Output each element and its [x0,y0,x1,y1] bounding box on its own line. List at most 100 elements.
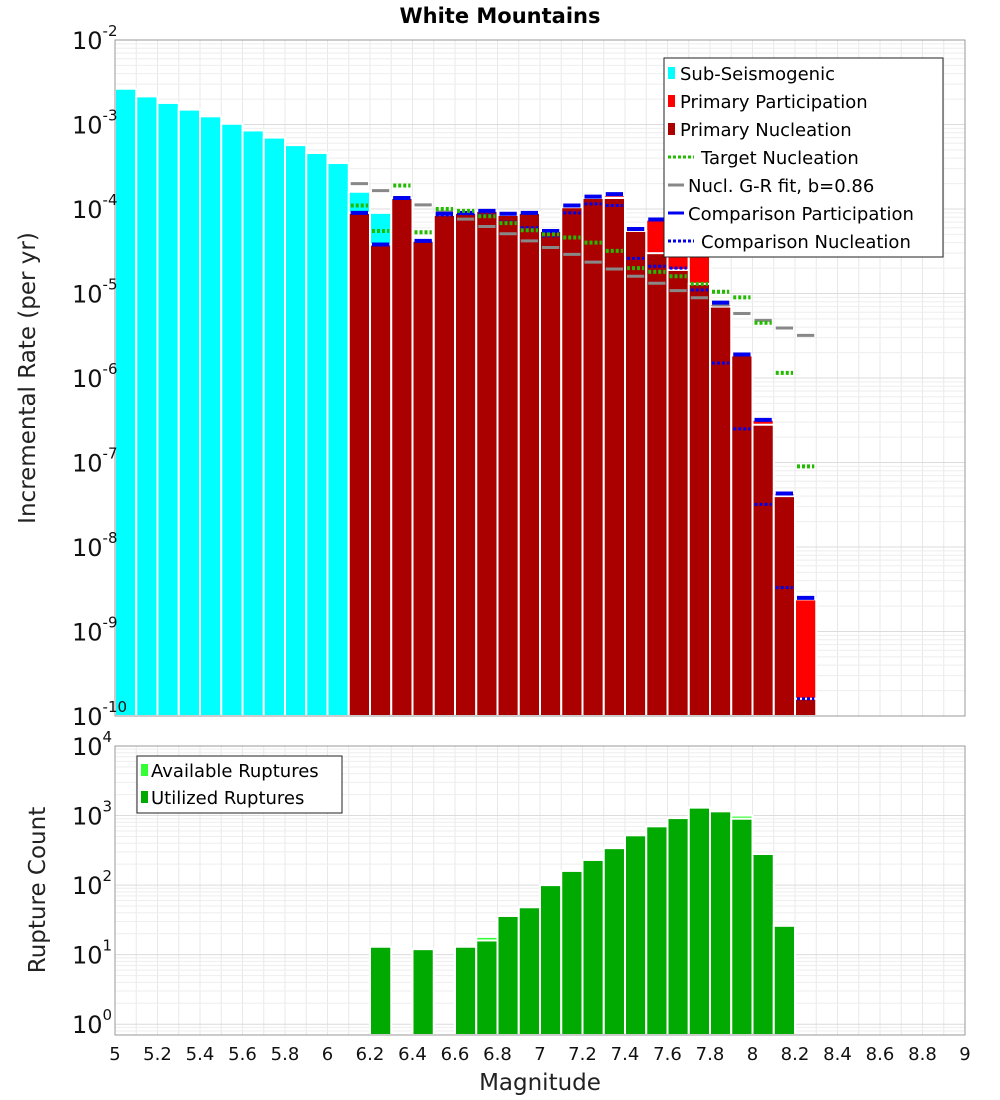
primary-nucleation-bar [560,206,584,717]
x-tick-label: 6 [322,1044,333,1065]
sub-seismogenic-bar [199,115,223,718]
primary-nucleation-bar [581,196,605,717]
primary-nucleation-bar [539,229,563,717]
bottom-legend: Available Ruptures Utilized Ruptures [136,755,343,814]
legend-swatch [668,95,675,107]
primary-nucleation-bar [794,697,818,717]
y-tick-label: 10-7 [72,445,118,478]
y-tick-label: 100 [72,1006,112,1039]
primary-nucleation-bar [496,213,520,717]
x-tick-label: 7.2 [568,1044,597,1065]
legend-label: Nucl. G-R fit, b=0.86 [688,176,874,197]
x-tick-labels: 5 5.2 5.4 5.6 5.8 6 6.2 6.4 6.6 6.8 7 7.2 7.4 7.6 7.8 8… [109,1044,970,1065]
primary-nucleation-bar [369,243,393,717]
legend-label: Primary Participation [680,92,868,113]
x-tick-label: 5.6 [228,1044,257,1065]
y-tick-label: 10-3 [72,107,118,140]
utilized-ruptures-bar [645,825,669,1036]
sub-seismogenic-bar [177,108,201,717]
sub-seismogenic-bar [114,87,138,718]
x-tick-label: 5 [109,1044,120,1065]
sub-seismogenic-bar [326,162,350,717]
y-tick-label: 103 [72,798,112,831]
x-tick-label: 6.8 [483,1044,512,1065]
x-tick-label: 9 [959,1044,970,1065]
top-chart: 10-10 10-9 10-8 10-7 10-6 10-5 10-4 10-3 10-2 In… [15,22,966,731]
y-tick-label: 104 [72,728,112,761]
utilized-ruptures-bar [751,853,775,1036]
utilized-ruptures-bar [454,945,478,1037]
x-tick-label: 8 [747,1044,758,1065]
primary-nucleation-bar [645,252,669,717]
utilized-ruptures-bar [581,858,605,1037]
legend-label: Comparison Participation [688,204,914,225]
bottom-bars [369,806,796,1037]
x-tick-label: 6.4 [398,1044,427,1065]
sub-seismogenic-bar [156,101,180,718]
sub-seismogenic-bar [135,95,159,718]
utilized-ruptures-bar [730,817,754,1037]
top-legend: Sub-Seismogenic Primary Participation Prim… [663,57,944,258]
primary-nucleation-bar [751,423,775,717]
legend-label: Target Nucleation [700,148,859,169]
utilized-ruptures-bar [687,806,711,1037]
utilized-ruptures-bar [772,924,796,1036]
primary-nucleation-bar [432,213,456,717]
primary-nucleation-bar [517,211,541,717]
bottom-legend-box [136,755,343,814]
y-tick-label: 10-10 [72,698,127,731]
utilized-ruptures-bar [709,810,733,1036]
chart-title: White Mountains [400,4,601,28]
top-plot-frame [114,39,966,717]
legend-swatch [141,791,148,803]
utilized-ruptures-bar [602,847,626,1036]
x-tick-label: 5.4 [186,1044,215,1065]
primary-nucleation-bar [730,354,754,717]
legend-swatch [668,67,675,79]
utilized-ruptures-bar [539,884,563,1036]
x-tick-label: 7 [534,1044,545,1065]
legend-label: Sub-Seismogenic [680,64,835,85]
bottom-y-axis-label: Rupture Count [25,807,51,973]
utilized-ruptures-bar [496,914,520,1037]
x-tick-label: 5.2 [143,1044,172,1065]
utilized-ruptures-bar [560,869,584,1036]
primary-nucleation-bar [709,305,733,717]
primary-nucleation-bar [475,209,499,717]
x-tick-label: 7.4 [611,1044,640,1065]
primary-nucleation-bar [347,211,371,717]
legend-label: Primary Nucleation [680,120,852,141]
y-tick-label: 102 [72,867,112,900]
sub-seismogenic-bar [220,122,244,717]
utilized-ruptures-bar [475,939,499,1036]
bottom-y-tick-labels: 100 101 102 103 104 [72,728,112,1039]
sub-seismogenic-bar [305,151,329,718]
x-tick-label: 8.6 [866,1044,895,1065]
sub-seismogenic-bar [262,136,286,717]
y-tick-label: 10-5 [72,276,118,309]
y-tick-label: 10-4 [72,191,118,224]
legend-label: Comparison Nucleation [701,232,911,253]
primary-nucleation-bar [666,268,690,717]
bottom-plot-frame [114,745,966,1036]
y-tick-label: 10-2 [72,22,118,55]
primary-nucleation-bar [687,282,711,717]
top-y-axis-label: Incremental Rate (per yr) [15,232,41,524]
sub-seismogenic-bar [241,129,265,717]
top-legend-box [663,57,944,258]
primary-nucleation-bar [624,229,648,717]
utilized-ruptures-bar [517,906,541,1036]
top-lines [350,182,815,701]
top-bars [114,87,818,718]
utilized-ruptures-bar [411,948,435,1036]
y-tick-label: 10-8 [72,529,118,562]
legend-swatch [141,764,148,776]
y-tick-label: 101 [72,937,112,970]
primary-nucleation-bar [411,239,435,717]
x-tick-label: 7.6 [653,1044,682,1065]
legend-label: Utilized Ruptures [151,788,304,809]
utilized-ruptures-bar [666,817,690,1037]
y-tick-label: 10-9 [72,614,118,647]
primary-nucleation-bar [454,211,478,717]
